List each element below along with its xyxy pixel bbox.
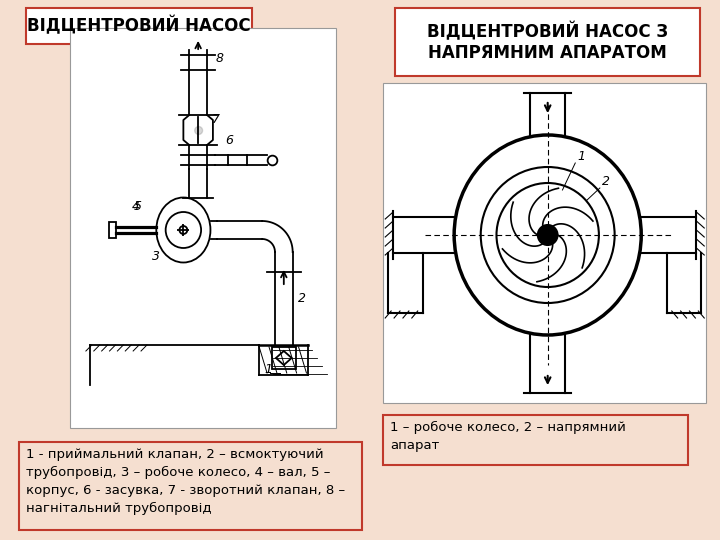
Text: 1: 1	[577, 150, 585, 163]
FancyBboxPatch shape	[19, 442, 361, 530]
Text: 2: 2	[602, 175, 610, 188]
Text: ВІДЦЕНТРОВИЙ НАСОС: ВІДЦЕНТРОВИЙ НАСОС	[27, 16, 251, 36]
Text: 8: 8	[216, 52, 224, 65]
Circle shape	[538, 225, 557, 245]
Text: 3: 3	[152, 250, 160, 263]
Text: 4: 4	[132, 200, 140, 213]
Bar	[109, 222, 117, 238]
FancyBboxPatch shape	[395, 8, 701, 76]
Text: 1: 1	[264, 363, 272, 376]
Bar	[272, 347, 296, 369]
FancyBboxPatch shape	[70, 28, 336, 428]
Circle shape	[179, 226, 187, 234]
Text: 6: 6	[225, 134, 234, 147]
Text: ВІДЦЕНТРОВИЙ НАСОС З
НАПРЯМНИМ АПАРАТОМ: ВІДЦЕНТРОВИЙ НАСОС З НАПРЯМНИМ АПАРАТОМ	[427, 22, 668, 62]
FancyBboxPatch shape	[383, 415, 688, 465]
Text: 7: 7	[212, 113, 220, 126]
FancyBboxPatch shape	[26, 8, 252, 44]
FancyBboxPatch shape	[383, 83, 706, 403]
Text: 5: 5	[134, 200, 142, 213]
Text: 2: 2	[297, 292, 305, 305]
Text: 1 - приймальний клапан, 2 – всмоктуючий
трубопровід, 3 – робоче колесо, 4 – вал,: 1 - приймальний клапан, 2 – всмоктуючий …	[26, 448, 345, 515]
Text: 1 – робоче колесо, 2 – напрямний
апарат: 1 – робоче колесо, 2 – напрямний апарат	[390, 421, 626, 452]
